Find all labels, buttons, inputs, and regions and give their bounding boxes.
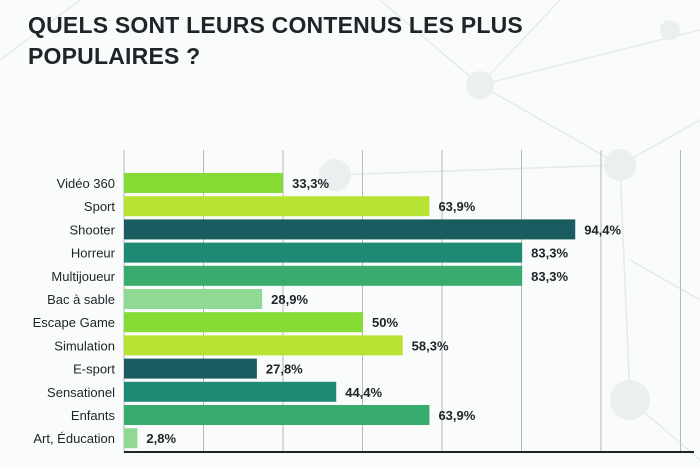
category-label: Bac à sable [47, 292, 115, 307]
bar [124, 265, 523, 286]
data-label: 44,4% [345, 385, 382, 400]
data-label: 27,8% [266, 362, 303, 377]
bar [124, 196, 430, 217]
category-label: E-sport [73, 362, 115, 377]
bar [124, 428, 138, 449]
category-label: Vidéo 360 [57, 176, 115, 191]
category-label: Shooter [69, 222, 115, 237]
data-label: 63,9% [438, 408, 475, 423]
category-label: Enfants [71, 408, 116, 423]
category-label: Horreur [71, 246, 116, 261]
data-label: 58,3% [412, 338, 449, 353]
category-label: Escape Game [33, 315, 115, 330]
data-label: 28,9% [271, 292, 308, 307]
data-label: 94,4% [584, 222, 621, 237]
data-label: 50% [372, 315, 398, 330]
category-label: Simulation [54, 338, 115, 353]
data-label: 63,9% [438, 199, 475, 214]
data-label: 2,8% [146, 431, 176, 446]
bar [124, 219, 576, 240]
data-label: 83,3% [531, 269, 568, 284]
bar [124, 405, 430, 425]
bar [124, 381, 337, 402]
bar [124, 358, 257, 379]
data-label: 83,3% [531, 246, 568, 261]
category-label: Multijoueur [51, 269, 115, 284]
page-title: QUELS SONT LEURS CONTENUS LES PLUS POPUL… [28, 12, 523, 69]
bar [124, 242, 523, 263]
category-label: Art, Éducation [33, 431, 115, 446]
category-label: Sport [84, 199, 115, 214]
bar [124, 173, 284, 193]
bar [124, 289, 263, 309]
data-label: 33,3% [292, 176, 329, 191]
category-label: Sensationel [47, 385, 115, 400]
bar [124, 335, 403, 356]
bar [124, 312, 363, 333]
